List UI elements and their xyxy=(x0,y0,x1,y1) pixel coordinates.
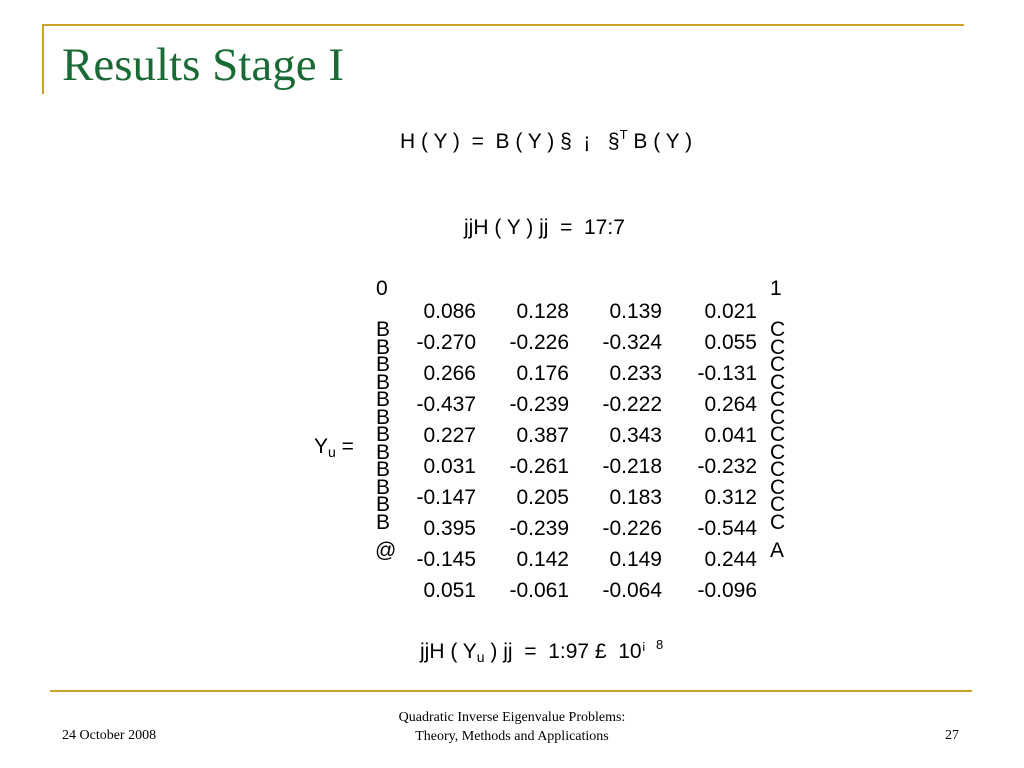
matrix-row: -0.437 -0.239 -0.222 0.264 xyxy=(410,389,757,420)
matrix-cell: -0.218 xyxy=(602,455,662,478)
equation-h-rhs: B ( Y ) xyxy=(627,130,693,153)
slide-frame-left-rule xyxy=(42,24,44,94)
matrix-cell: -0.239 xyxy=(509,517,569,540)
matrix-cell: 0.395 xyxy=(423,517,476,540)
matrix-cell: -0.324 xyxy=(602,331,662,354)
matrix-row: -0.145 0.142 0.149 0.244 xyxy=(410,544,757,575)
left-bracket-middle: B B B B B B B B B B B B xyxy=(376,318,391,534)
equation-yu-exp-value: 8 xyxy=(655,637,664,652)
right-bracket-top: 1 xyxy=(770,277,782,300)
left-bracket-bottom: @ xyxy=(375,539,397,562)
footer-date: 24 October 2008 xyxy=(62,728,157,743)
matrix-cell: -0.147 xyxy=(416,486,476,509)
matrix-cell: 0.055 xyxy=(704,331,757,354)
equation-yu-pre: jjH ( Y xyxy=(420,640,477,663)
right-bracket-middle: C C C C C C C C C C C C xyxy=(770,318,786,534)
matrix-cell: -0.261 xyxy=(509,455,569,478)
matrix-row: 0.395 -0.239 -0.226 -0.544 xyxy=(410,513,757,544)
matrix-row: -0.270 -0.226 -0.324 0.055 xyxy=(410,327,757,358)
matrix-row: -0.147 0.205 0.183 0.312 xyxy=(410,482,757,513)
matrix-cell: -0.145 xyxy=(416,548,476,571)
matrix-row: 0.227 0.387 0.343 0.041 xyxy=(410,420,757,451)
equation-h-definition: H ( Y ) = B ( Y ) § ¡ §T B ( Y ) xyxy=(400,128,692,152)
matrix-cell: 0.149 xyxy=(609,548,662,571)
matrix-cell: 0.343 xyxy=(609,424,662,447)
matrix-cell: -0.064 xyxy=(602,579,662,602)
matrix-cell: 0.051 xyxy=(423,579,476,602)
equation-yu-post: ) jj = 1:97 £ 10 xyxy=(484,640,642,663)
matrix-cell: 0.041 xyxy=(704,424,757,447)
slide-frame-top-rule xyxy=(42,24,964,26)
left-bracket-top: 0 xyxy=(376,277,388,300)
matrix-cell: 0.387 xyxy=(516,424,569,447)
matrix-cell: -0.226 xyxy=(509,331,569,354)
equation-h-transpose: T xyxy=(619,127,628,142)
footer-title: Quadratic Inverse Eigenvalue Problems: T… xyxy=(352,708,672,746)
matrix-cell: -0.544 xyxy=(697,517,757,540)
matrix-label-y: Y xyxy=(314,435,329,458)
equation-h-norm: jjH ( Y ) jj = 17:7 xyxy=(464,216,625,239)
matrix-label-sub: u xyxy=(328,444,336,460)
matrix-cell: -0.061 xyxy=(509,579,569,602)
equation-yu-exp-sign: ¡ xyxy=(641,637,646,652)
matrix-yu: 0.086 0.128 0.139 0.021 -0.270 -0.226 -0.324 0.… xyxy=(410,296,757,606)
matrix-cell: 0.312 xyxy=(704,486,757,509)
slide-title: Results Stage I xyxy=(62,39,344,91)
matrix-cell: 0.086 xyxy=(423,300,476,323)
matrix-row: 0.031 -0.261 -0.218 -0.232 xyxy=(410,451,757,482)
footer-title-line1: Quadratic Inverse Eigenvalue Problems: xyxy=(398,710,626,725)
footer-rule xyxy=(50,690,972,692)
right-bracket-bottom: A xyxy=(770,539,785,562)
matrix-row: 0.266 0.176 0.233 -0.131 xyxy=(410,358,757,389)
matrix-cell: 0.128 xyxy=(516,300,569,323)
matrix-cell: 0.031 xyxy=(423,455,476,478)
matrix-cell: 0.266 xyxy=(423,362,476,385)
matrix-cell: -0.270 xyxy=(416,331,476,354)
footer-title-line2: Theory, Methods and Applications xyxy=(415,729,609,744)
equation-h-lhs: H ( Y ) = B ( Y ) § ¡ § xyxy=(400,130,620,153)
matrix-cell: 0.176 xyxy=(516,362,569,385)
matrix-cell: -0.222 xyxy=(602,393,662,416)
matrix-cell: -0.239 xyxy=(509,393,569,416)
equation-yu-sub: u xyxy=(476,649,485,665)
matrix-cell: 0.227 xyxy=(423,424,476,447)
matrix-label-equals: = xyxy=(335,435,354,458)
matrix-row: 0.051 -0.061 -0.064 -0.096 xyxy=(410,575,757,606)
matrix-cell: 0.205 xyxy=(516,486,569,509)
matrix-cell: -0.437 xyxy=(416,393,476,416)
matrix-cell: 0.233 xyxy=(609,362,662,385)
matrix-cell: 0.183 xyxy=(609,486,662,509)
matrix-cell: 0.142 xyxy=(516,548,569,571)
matrix-cell: 0.244 xyxy=(704,548,757,571)
matrix-cell: -0.096 xyxy=(697,579,757,602)
matrix-cell: -0.226 xyxy=(602,517,662,540)
matrix-label: Yu = xyxy=(314,436,354,459)
matrix-cell: 0.264 xyxy=(704,393,757,416)
matrix-cell: 0.139 xyxy=(609,300,662,323)
matrix-row: 0.086 0.128 0.139 0.021 xyxy=(410,296,757,327)
matrix-cell: -0.131 xyxy=(697,362,757,385)
equation-yu-norm: jjH ( Yu ) jj = 1:97 £ 10¡ 8 xyxy=(420,638,663,664)
footer-page-number: 27 xyxy=(945,728,959,743)
matrix-cell: 0.021 xyxy=(704,300,757,323)
matrix-cell: -0.232 xyxy=(697,455,757,478)
